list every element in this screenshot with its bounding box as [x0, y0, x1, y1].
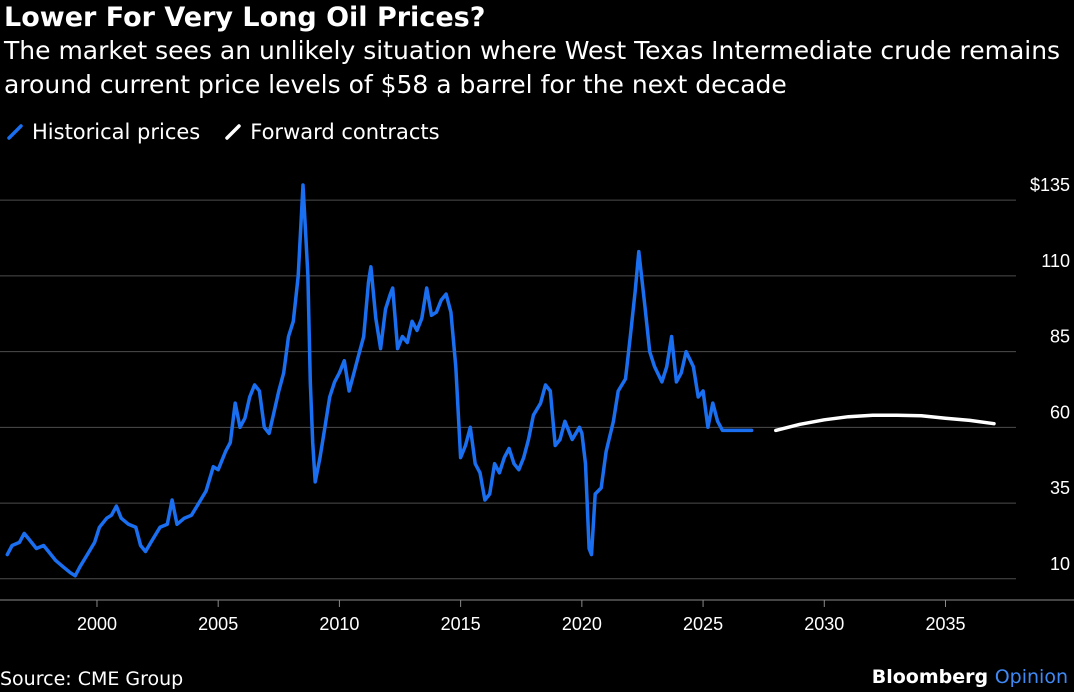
y-tick-label: 85: [1050, 327, 1070, 347]
y-tick-label: 110: [1041, 251, 1070, 271]
brand-suffix: Opinion: [994, 666, 1068, 688]
x-tick-label: 2035: [925, 614, 965, 634]
legend-item-forward: Forward contracts: [224, 120, 440, 144]
slash-line-icon: [7, 124, 23, 140]
x-tick-label: 2020: [562, 614, 602, 634]
y-axis-labels: 10 35 60 85 110 $135: [1030, 175, 1070, 574]
y-tick-label: $135: [1030, 175, 1070, 195]
x-tick-label: 2005: [198, 614, 238, 634]
x-tick-label: 2025: [683, 614, 723, 634]
slash-line-icon: [225, 124, 241, 140]
y-tick-label: 10: [1050, 554, 1070, 574]
brand-name: Bloomberg: [871, 666, 989, 688]
y-tick-label: 35: [1050, 478, 1070, 498]
x-tick-label: 2015: [441, 614, 481, 634]
x-tick-label: 2030: [804, 614, 844, 634]
x-tick-label: 2000: [77, 614, 117, 634]
legend-label-historical: Historical prices: [32, 120, 201, 144]
source-note: Source: CME Group: [0, 668, 184, 690]
brand-logo: Bloomberg Opinion: [872, 664, 1068, 690]
y-tick-label: 60: [1050, 402, 1070, 422]
x-axis: 2000 2005 2010 2015 2020 2025 2030 2035: [0, 599, 1074, 634]
series-line-historical: [5, 183, 754, 578]
grid-lines: [0, 199, 1016, 580]
legend-item-historical: Historical prices: [6, 120, 200, 144]
legend-label-forward: Forward contracts: [250, 120, 440, 144]
series-line-forward: [774, 413, 996, 433]
legend: Historical prices Forward contracts: [6, 118, 464, 146]
series-lines: [5, 183, 996, 578]
chart-title: Lower For Very Long Oil Prices?: [4, 2, 486, 33]
x-tick-label: 2010: [319, 614, 359, 634]
chart-subtitle: The market sees an unlikely situation wh…: [4, 36, 1061, 99]
